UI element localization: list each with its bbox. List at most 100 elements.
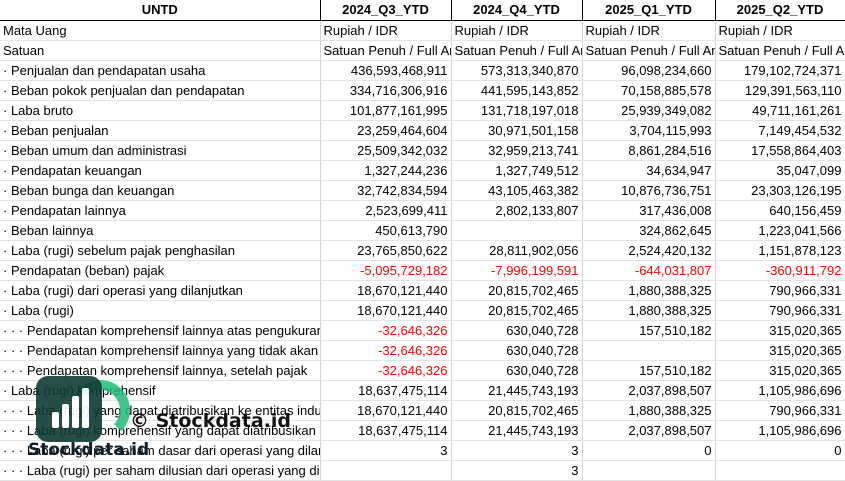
value-cell[interactable]: 129,391,563,110 xyxy=(715,80,845,101)
value-cell[interactable]: 630,040,728 xyxy=(451,360,583,381)
value-cell[interactable]: 10,876,736,751 xyxy=(582,180,716,201)
value-cell[interactable]: 179,102,724,371 xyxy=(715,60,845,81)
value-cell[interactable]: 3 xyxy=(451,440,583,461)
value-cell[interactable]: 630,040,728 xyxy=(451,340,583,361)
header-cell-company[interactable]: UNTD xyxy=(0,0,321,21)
value-cell[interactable]: 18,670,121,440 xyxy=(320,280,452,301)
row-label-cell[interactable]: · Laba (rugi) sebelum pajak penghasilan xyxy=(0,240,321,261)
value-cell[interactable]: 25,939,349,082 xyxy=(582,100,716,121)
value-cell[interactable]: 34,634,947 xyxy=(582,160,716,181)
value-cell[interactable]: Satuan Penuh / Full Amount xyxy=(320,40,452,61)
value-cell[interactable]: 1,223,041,566 xyxy=(715,220,845,241)
value-cell[interactable]: 450,613,790 xyxy=(320,220,452,241)
value-cell[interactable]: 21,445,743,193 xyxy=(451,380,583,401)
row-label-cell[interactable]: · Beban bunga dan keuangan xyxy=(0,180,321,201)
header-cell-2025-q1[interactable]: 2025_Q1_YTD xyxy=(582,0,716,21)
row-label-cell[interactable]: · Beban penjualan xyxy=(0,120,321,141)
value-cell[interactable]: 18,670,121,440 xyxy=(320,400,452,421)
value-cell[interactable]: 436,593,468,911 xyxy=(320,60,452,81)
value-cell[interactable]: 30,971,501,158 xyxy=(451,120,583,141)
header-cell-2024-q3[interactable]: 2024_Q3_YTD xyxy=(320,0,452,21)
value-cell[interactable]: Rupiah / IDR xyxy=(320,20,452,41)
value-cell[interactable] xyxy=(451,220,583,241)
value-cell[interactable]: -32,646,326 xyxy=(320,340,452,361)
value-cell[interactable]: 70,158,885,578 xyxy=(582,80,716,101)
value-cell[interactable]: 317,436,008 xyxy=(582,200,716,221)
row-label-cell[interactable]: · Laba bruto xyxy=(0,100,321,121)
value-cell[interactable]: 8,861,284,516 xyxy=(582,140,716,161)
value-cell[interactable] xyxy=(715,460,845,481)
value-cell[interactable]: 49,711,161,261 xyxy=(715,100,845,121)
value-cell[interactable]: 2,037,898,507 xyxy=(582,420,716,441)
value-cell[interactable]: 1,105,986,696 xyxy=(715,420,845,441)
value-cell[interactable]: 640,156,459 xyxy=(715,200,845,221)
value-cell[interactable] xyxy=(582,340,716,361)
row-label-cell[interactable]: · Laba (rugi) dari operasi yang dilanjut… xyxy=(0,280,321,301)
value-cell[interactable]: 101,877,161,995 xyxy=(320,100,452,121)
value-cell[interactable]: 35,047,099 xyxy=(715,160,845,181)
row-label-cell[interactable]: · · · Pendapatan komprehensif lainnya, s… xyxy=(0,360,321,381)
value-cell[interactable]: 790,966,331 xyxy=(715,300,845,321)
value-cell[interactable]: -644,031,807 xyxy=(582,260,716,281)
row-label-cell[interactable]: · Pendapatan keuangan xyxy=(0,160,321,181)
value-cell[interactable]: 32,959,213,741 xyxy=(451,140,583,161)
value-cell[interactable]: 315,020,365 xyxy=(715,340,845,361)
value-cell[interactable]: 20,815,702,465 xyxy=(451,400,583,421)
value-cell[interactable]: 17,558,864,403 xyxy=(715,140,845,161)
value-cell[interactable]: 315,020,365 xyxy=(715,360,845,381)
value-cell[interactable]: 23,259,464,604 xyxy=(320,120,452,141)
value-cell[interactable]: 21,445,743,193 xyxy=(451,420,583,441)
value-cell[interactable]: 1,327,749,512 xyxy=(451,160,583,181)
value-cell[interactable]: 2,524,420,132 xyxy=(582,240,716,261)
value-cell[interactable]: 1,151,878,123 xyxy=(715,240,845,261)
value-cell[interactable]: 315,020,365 xyxy=(715,320,845,341)
value-cell[interactable]: -5,095,729,182 xyxy=(320,260,452,281)
value-cell[interactable]: Satuan Penuh / Full Amount xyxy=(582,40,716,61)
value-cell[interactable]: 32,742,834,594 xyxy=(320,180,452,201)
value-cell[interactable]: Rupiah / IDR xyxy=(451,20,583,41)
value-cell[interactable]: Rupiah / IDR xyxy=(582,20,716,41)
value-cell[interactable]: 157,510,182 xyxy=(582,360,716,381)
value-cell[interactable]: -32,646,326 xyxy=(320,320,452,341)
row-label-cell[interactable]: · · · Pendapatan komprehensif lainnya ya… xyxy=(0,340,321,361)
value-cell[interactable]: 18,670,121,440 xyxy=(320,300,452,321)
value-cell[interactable]: 28,811,902,056 xyxy=(451,240,583,261)
value-cell[interactable]: 18,637,475,114 xyxy=(320,420,452,441)
value-cell[interactable]: 790,966,331 xyxy=(715,400,845,421)
value-cell[interactable]: -32,646,326 xyxy=(320,360,452,381)
value-cell[interactable] xyxy=(320,460,452,481)
row-label-cell[interactable]: · Beban pokok penjualan dan pendapatan xyxy=(0,80,321,101)
value-cell[interactable]: 2,802,133,807 xyxy=(451,200,583,221)
value-cell[interactable]: 2,523,699,411 xyxy=(320,200,452,221)
value-cell[interactable]: 131,718,197,018 xyxy=(451,100,583,121)
value-cell[interactable]: 1,880,388,325 xyxy=(582,400,716,421)
value-cell[interactable]: 441,595,143,852 xyxy=(451,80,583,101)
value-cell[interactable]: 1,105,986,696 xyxy=(715,380,845,401)
value-cell[interactable]: 790,966,331 xyxy=(715,280,845,301)
value-cell[interactable]: 20,815,702,465 xyxy=(451,300,583,321)
value-cell[interactable]: -7,996,199,591 xyxy=(451,260,583,281)
row-label-cell[interactable]: · · · Laba (rugi) per saham dilusian dar… xyxy=(0,460,321,481)
row-label-cell[interactable]: · Pendapatan lainnya xyxy=(0,200,321,221)
value-cell[interactable]: 3 xyxy=(320,440,452,461)
value-cell[interactable]: 18,637,475,114 xyxy=(320,380,452,401)
value-cell[interactable]: 573,313,340,870 xyxy=(451,60,583,81)
value-cell[interactable]: 157,510,182 xyxy=(582,320,716,341)
value-cell[interactable]: 96,098,234,660 xyxy=(582,60,716,81)
value-cell[interactable]: 0 xyxy=(715,440,845,461)
value-cell[interactable]: 43,105,463,382 xyxy=(451,180,583,201)
row-label-cell[interactable]: · Pendapatan (beban) pajak xyxy=(0,260,321,281)
value-cell[interactable]: 7,149,454,532 xyxy=(715,120,845,141)
value-cell[interactable]: -360,911,792 xyxy=(715,260,845,281)
value-cell[interactable]: 2,037,898,507 xyxy=(582,380,716,401)
header-cell-2025-q2[interactable]: 2025_Q2_YTD xyxy=(715,0,845,21)
row-label-cell[interactable]: Mata Uang xyxy=(0,20,321,41)
value-cell[interactable]: 1,880,388,325 xyxy=(582,280,716,301)
header-cell-2024-q4[interactable]: 2024_Q4_YTD xyxy=(451,0,583,21)
value-cell[interactable]: 25,509,342,032 xyxy=(320,140,452,161)
value-cell[interactable]: 630,040,728 xyxy=(451,320,583,341)
row-label-cell[interactable]: Satuan xyxy=(0,40,321,61)
value-cell[interactable] xyxy=(582,460,716,481)
value-cell[interactable]: 23,303,126,195 xyxy=(715,180,845,201)
value-cell[interactable]: 20,815,702,465 xyxy=(451,280,583,301)
